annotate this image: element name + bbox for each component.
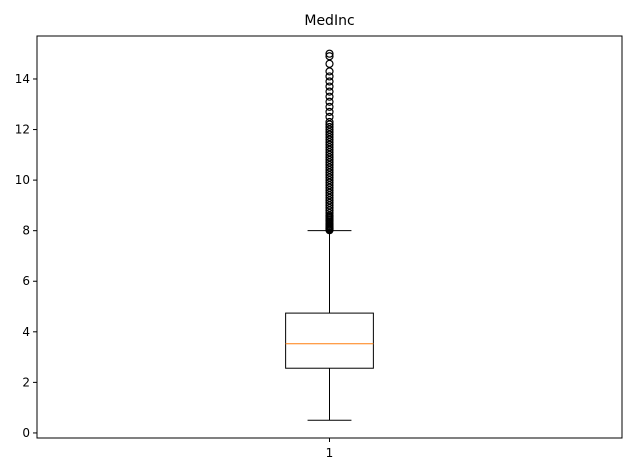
- outlier-point: [325, 52, 334, 61]
- y-tick-label: 6: [22, 274, 30, 288]
- outlier-point: [325, 117, 334, 127]
- outlier-point: [325, 49, 334, 58]
- outlier-point: [325, 87, 334, 96]
- outlier-point: [325, 107, 334, 116]
- y-tick-label: 14: [15, 72, 30, 86]
- outlier-point: [325, 122, 334, 132]
- y-tick-label: 12: [15, 123, 30, 137]
- chart-title: MedInc: [304, 13, 354, 29]
- x-tick-label: 1: [326, 446, 334, 460]
- y-tick-label: 4: [22, 325, 30, 339]
- box-group: [285, 49, 374, 421]
- y-tick-label: 2: [22, 375, 30, 389]
- outlier-point: [325, 82, 334, 91]
- y-tick-label: 0: [22, 426, 30, 440]
- outlier-point: [325, 102, 334, 111]
- outlier-point: [325, 112, 334, 122]
- outlier-point: [325, 72, 334, 81]
- outlier-point: [325, 92, 334, 101]
- y-axis: 0 2 4 6 8 10 12 14: [15, 72, 37, 440]
- x-axis: 1: [326, 438, 334, 460]
- outlier-point: [325, 59, 334, 68]
- y-tick-label: 10: [15, 173, 30, 187]
- y-tick-label: 8: [22, 224, 30, 238]
- iqr-box: [285, 312, 374, 369]
- outlier-point: [325, 97, 334, 106]
- outlier-point: [325, 67, 334, 76]
- outlier-point: [325, 77, 334, 86]
